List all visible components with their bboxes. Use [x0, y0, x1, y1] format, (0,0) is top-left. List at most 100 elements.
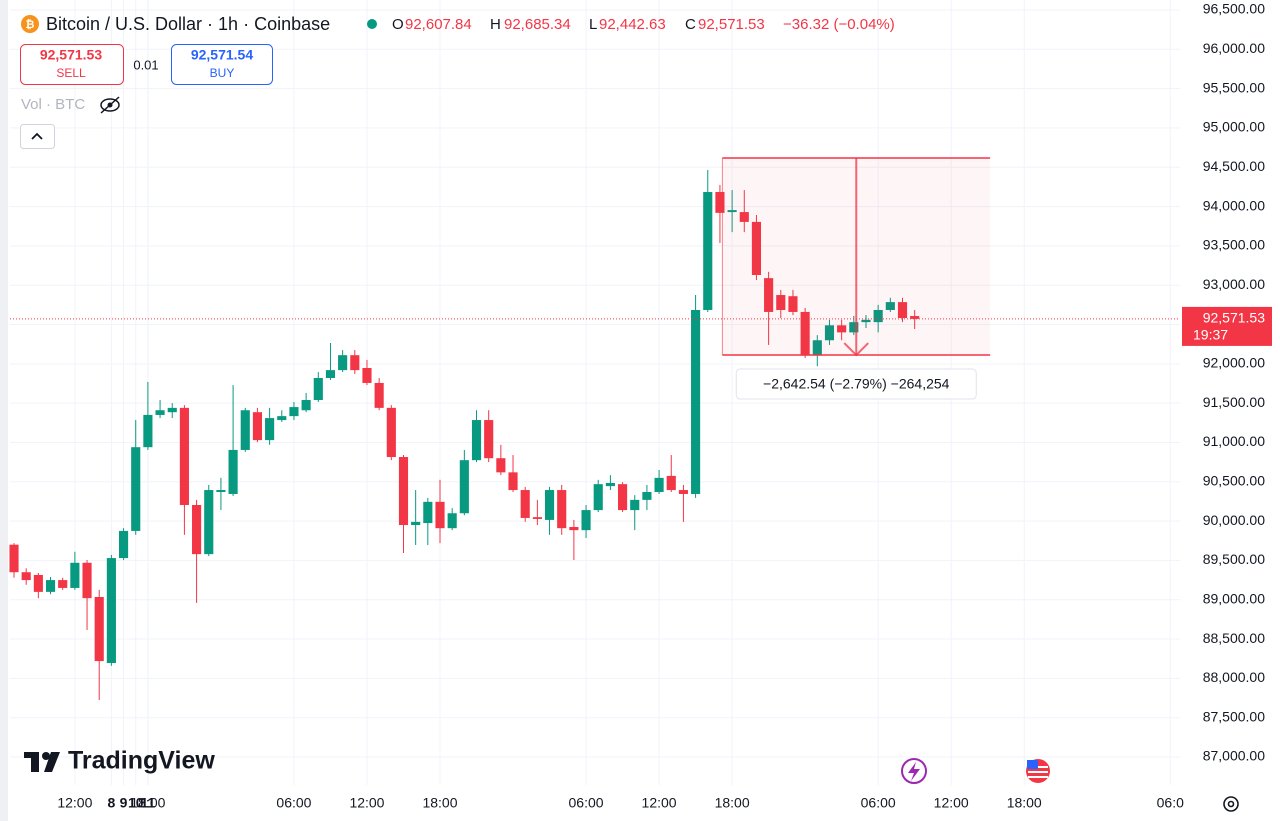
y-tick-label: 88,500.00	[1203, 630, 1265, 646]
candle-body	[484, 420, 494, 459]
y-tick-label: 88,000.00	[1203, 669, 1265, 685]
y-tick-label: 90,000.00	[1203, 512, 1265, 528]
x-tick-label: 10	[128, 795, 144, 811]
candles	[9, 170, 920, 700]
x-tick-label: 18:00	[422, 795, 457, 811]
candle-body	[289, 407, 299, 417]
y-tick-label: 95,000.00	[1203, 119, 1265, 135]
sell-price: 92,571.53	[40, 47, 102, 63]
candle-body	[362, 368, 372, 383]
bitcoin-icon	[21, 15, 39, 33]
buy-price: 92,571.54	[191, 47, 253, 63]
hide-icon[interactable]	[100, 96, 120, 114]
x-tick-label: 12:00	[57, 795, 92, 811]
x-tick-label: 18:00	[1007, 795, 1042, 811]
candle-body	[776, 295, 786, 310]
measure-label: −2,642.54 (−2.79%) −264,254	[763, 376, 950, 392]
x-tick-label: 9	[120, 795, 128, 811]
sell-label: SELL	[56, 66, 86, 80]
candle-body	[703, 192, 713, 310]
candle-body	[581, 510, 591, 531]
candle-body	[338, 355, 348, 371]
settings-icon[interactable]	[1223, 796, 1239, 812]
candle-body	[58, 580, 68, 588]
ohlc-value: 92,685.34	[504, 16, 571, 33]
y-tick-label: 89,500.00	[1203, 551, 1265, 567]
candle-body	[9, 544, 19, 573]
y-tick-label: 87,000.00	[1203, 748, 1265, 764]
candle-body	[861, 319, 871, 323]
buy-button[interactable]	[171, 44, 273, 85]
candle-body	[265, 418, 275, 441]
sell-button[interactable]	[20, 44, 124, 85]
candle-body	[301, 400, 311, 411]
y-tick-label: 91,000.00	[1203, 433, 1265, 449]
y-tick-label: 96,000.00	[1203, 40, 1265, 56]
candle-body	[508, 472, 518, 491]
x-tick-label: 06:00	[861, 795, 896, 811]
y-tick-label: 94,000.00	[1203, 197, 1265, 213]
ohlc-key: L	[589, 16, 597, 33]
last-price-label: 92,571.53	[1203, 310, 1265, 326]
x-tick-label: 06:00	[276, 795, 311, 811]
candle-body	[155, 410, 165, 415]
candle-body	[910, 316, 920, 319]
x-tick-label: 18:00	[130, 795, 165, 811]
candle-body	[654, 477, 664, 493]
ohlc-key: C	[685, 16, 696, 33]
candle-body	[204, 490, 214, 555]
y-tick-label: 93,000.00	[1203, 276, 1265, 292]
candle-body	[873, 309, 883, 323]
symbol-title: Bitcoin / U.S. Dollar · 1h · Coinbase	[46, 14, 330, 34]
candle-body	[228, 449, 238, 494]
candle-body	[557, 490, 567, 529]
candle-body	[313, 377, 323, 401]
candle-body	[350, 355, 360, 371]
overlay: −2,642.54 (−2.79%) −264,254	[10, 156, 1180, 400]
ohlc-value: 92,607.84	[405, 16, 472, 33]
x-tick-label: 06:0	[1157, 795, 1184, 811]
candle-body	[544, 490, 555, 520]
candle-body	[471, 420, 482, 461]
candle-body	[277, 416, 287, 421]
x-tick-label: 11	[140, 795, 155, 811]
ohlc-value: 92,571.53	[698, 16, 765, 33]
candle-body	[106, 558, 116, 664]
y-tick-label: 87,500.00	[1203, 708, 1265, 724]
y-tick-label: 95,500.00	[1203, 79, 1265, 95]
candle-body	[885, 302, 895, 310]
candle-body	[824, 325, 835, 341]
candle-body	[605, 482, 615, 487]
candle-body	[837, 325, 847, 333]
candle-body	[812, 340, 822, 356]
candle-body	[897, 302, 908, 318]
candle-body	[532, 517, 542, 519]
countdown: 19:37	[1193, 327, 1228, 343]
lightning-icon[interactable]	[901, 758, 927, 784]
candle-body	[678, 490, 688, 494]
left-edge	[0, 0, 8, 821]
candle-body	[94, 596, 104, 662]
candle-body	[423, 501, 433, 524]
bitcoin-symbol: ₿	[26, 19, 35, 31]
candle-body	[715, 192, 725, 213]
candle-body	[82, 562, 92, 599]
candle-body	[411, 521, 421, 526]
candle-body	[45, 580, 56, 592]
us-flag-icon[interactable]	[1026, 759, 1050, 783]
candle-body	[33, 574, 43, 592]
tradingview-logo-icon	[24, 752, 60, 772]
buy-label: BUY	[210, 66, 235, 80]
measure-label-box	[735, 368, 977, 400]
candle-body	[800, 311, 810, 356]
candle-body	[21, 572, 31, 581]
candle-body	[70, 562, 80, 588]
candle-body	[179, 407, 189, 505]
candle-body	[849, 322, 859, 333]
collapse-button[interactable]	[20, 124, 55, 149]
candle-body	[788, 296, 798, 312]
candle-body	[143, 414, 153, 448]
